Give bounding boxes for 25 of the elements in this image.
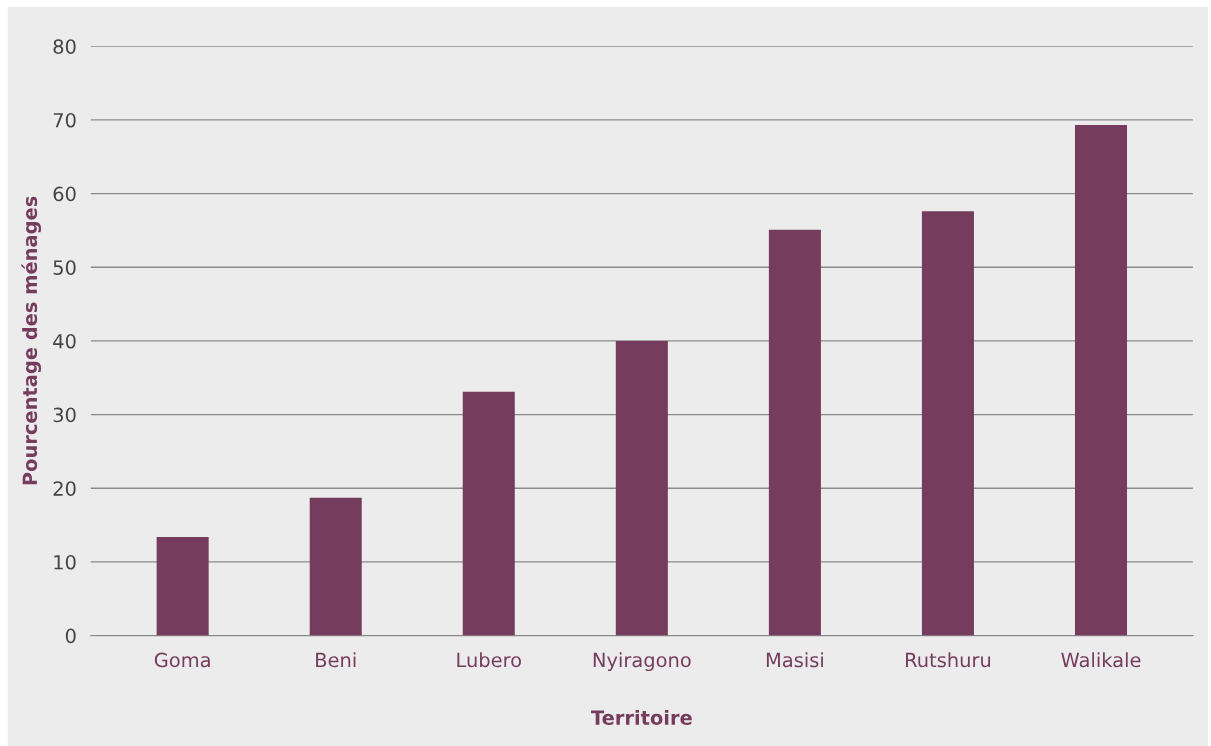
x-tick-label: Rutshuru [906, 652, 991, 668]
y-tick-label: 80 [53, 39, 76, 54]
x-tick-label: Goma [154, 652, 210, 668]
y-tick-label: 10 [54, 554, 76, 570]
y-tick-label: 70 [53, 112, 76, 128]
y-tick-label: 20 [53, 481, 76, 496]
y-tick-label: 50 [53, 260, 76, 275]
y-axis-title: Pourcentage des ménages [21, 196, 42, 485]
y-tick-label: 0 [65, 628, 76, 644]
x-tick-label: Walikale [1061, 652, 1141, 668]
y-tick-label: 60 [53, 186, 76, 202]
bar [462, 391, 515, 636]
bar [615, 340, 668, 636]
bar [309, 497, 362, 636]
x-axis-title: Territoire [591, 709, 692, 726]
x-tick-label: Lubero [457, 652, 521, 668]
bar [156, 536, 209, 636]
bar [1074, 125, 1128, 636]
bar [768, 229, 821, 636]
bar [921, 211, 974, 636]
x-tick-label: Beni [316, 652, 356, 668]
y-tick-label: 30 [53, 407, 76, 423]
y-tick-label: 40 [53, 333, 76, 349]
x-tick-label: Nyiragono [593, 652, 691, 672]
x-tick-label: Masisi [766, 652, 823, 668]
